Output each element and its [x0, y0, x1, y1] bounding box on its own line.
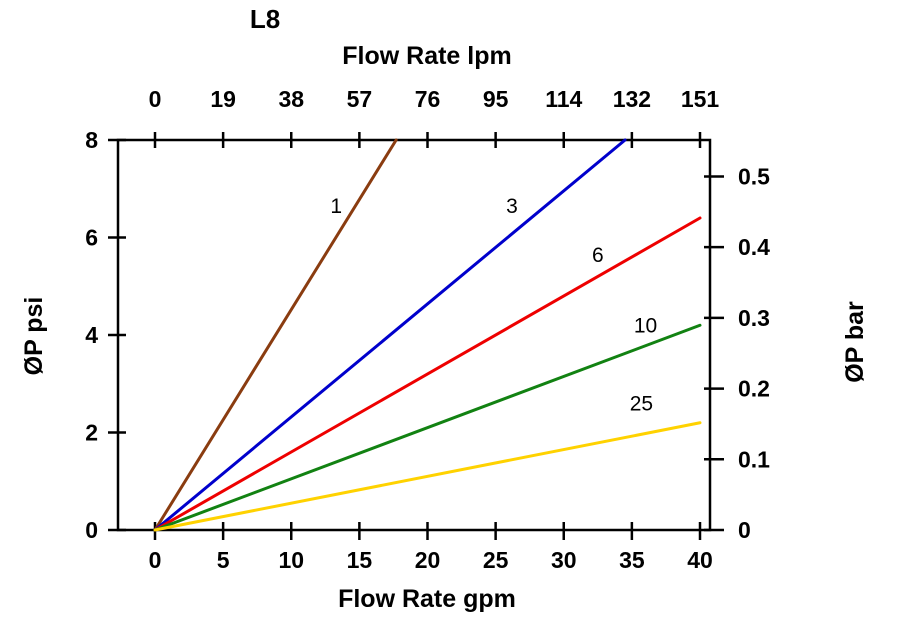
series-line-6 [153, 216, 702, 532]
bottom-axis-title: Flow Rate gpm [338, 585, 516, 613]
left-axis-tick-label: 6 [85, 225, 98, 251]
bottom-axis-tick-label: 35 [619, 547, 645, 573]
left-axis-tick-label: 8 [85, 127, 98, 153]
top-axis-tick-label: 95 [483, 86, 509, 112]
plot-border [116, 138, 712, 532]
top-axis-tick-label: 76 [415, 86, 441, 112]
bottom-axis-tick-label: 15 [347, 547, 373, 573]
series-label-3: 3 [506, 195, 518, 218]
top-axis-tick-label: 132 [613, 86, 651, 112]
bottom-axis-tick-label: 40 [687, 547, 713, 573]
bottom-axis-tick-label: 25 [483, 547, 509, 573]
series-label-10: 10 [634, 315, 657, 338]
bottom-axis-tick-label: 5 [217, 547, 230, 573]
top-axis-tick-label: 114 [545, 86, 582, 112]
right-axis-tick-label: 0.1 [738, 446, 770, 472]
top-axis-tick-label: 0 [149, 86, 162, 112]
right-axis-tick-label: 0.5 [738, 163, 770, 189]
right-axis-tick-label: 0 [738, 517, 751, 543]
top-axis-title: Flow Rate lpm [342, 42, 512, 70]
series-label-1: 1 [330, 195, 342, 218]
bottom-axis-tick-label: 10 [278, 547, 304, 573]
bottom-axis-tick-label: 0 [149, 547, 162, 573]
right-axis-tick-label: 0.3 [738, 305, 770, 331]
left-axis-tick-label: 0 [85, 517, 98, 543]
series-label-25: 25 [630, 393, 653, 416]
right-axis-tick-label: 0.2 [738, 376, 770, 402]
top-axis-tick-label: 19 [210, 86, 236, 112]
chart-title: L8 [249, 4, 281, 34]
series-line-10 [153, 323, 702, 532]
series-line-1 [153, 138, 398, 532]
right-axis-tick-label: 0.4 [738, 234, 770, 260]
top-axis-tick-label: 38 [278, 86, 304, 112]
bottom-axis-tick-label: 20 [415, 547, 441, 573]
left-axis-tick-label: 4 [85, 322, 98, 348]
top-axis-tick-label: 57 [347, 86, 373, 112]
left-axis-tick-label: 2 [85, 420, 98, 446]
top-axis-tick-label: 151 [681, 86, 720, 112]
series-line-3 [153, 138, 627, 532]
series-label-6: 6 [592, 244, 604, 267]
series-line-25 [153, 421, 702, 532]
bottom-axis-tick-label: 30 [551, 547, 577, 573]
